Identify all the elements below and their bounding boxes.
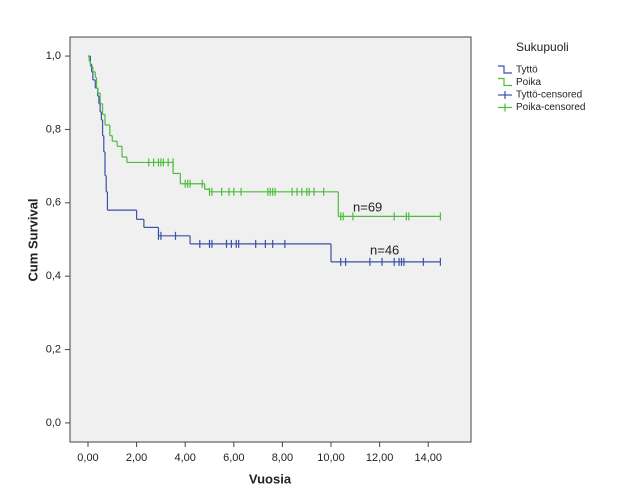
legend-title: Sukupuoli [516, 40, 569, 54]
plot-area [69, 36, 472, 443]
y-tick-label: 0,4 [46, 270, 61, 282]
legend-label: Poika [516, 77, 541, 88]
y-tick-label: 0,2 [46, 343, 61, 355]
legend-label: Tyttö-censored [516, 90, 582, 101]
y-tick-label: 0,8 [46, 123, 61, 135]
legend-label: Poika-censored [516, 102, 585, 113]
y-axis-title: Cum Survival [25, 198, 40, 281]
x-tick-label: 14,00 [414, 452, 442, 464]
y-tick-label: 0,0 [46, 417, 61, 429]
annotation: n=46 [370, 242, 399, 257]
legend-swatch [498, 77, 512, 87]
x-tick-label: 6,00 [223, 452, 244, 464]
x-tick-label: 0,00 [77, 452, 98, 464]
legend-label: Tyttö [516, 65, 538, 76]
y-tick-label: 0,6 [46, 197, 61, 209]
annotation: n=69 [353, 199, 382, 214]
legend-swatch [498, 65, 512, 74]
x-tick-label: 2,00 [126, 452, 147, 464]
x-tick-label: 4,00 [174, 452, 195, 464]
x-tick-label: 8,00 [272, 452, 293, 464]
x-tick-label: 10,00 [317, 452, 345, 464]
y-tick-label: 1,0 [46, 50, 61, 62]
x-tick-label: 12,00 [366, 452, 394, 464]
x-axis-title: Vuosia [249, 471, 292, 486]
